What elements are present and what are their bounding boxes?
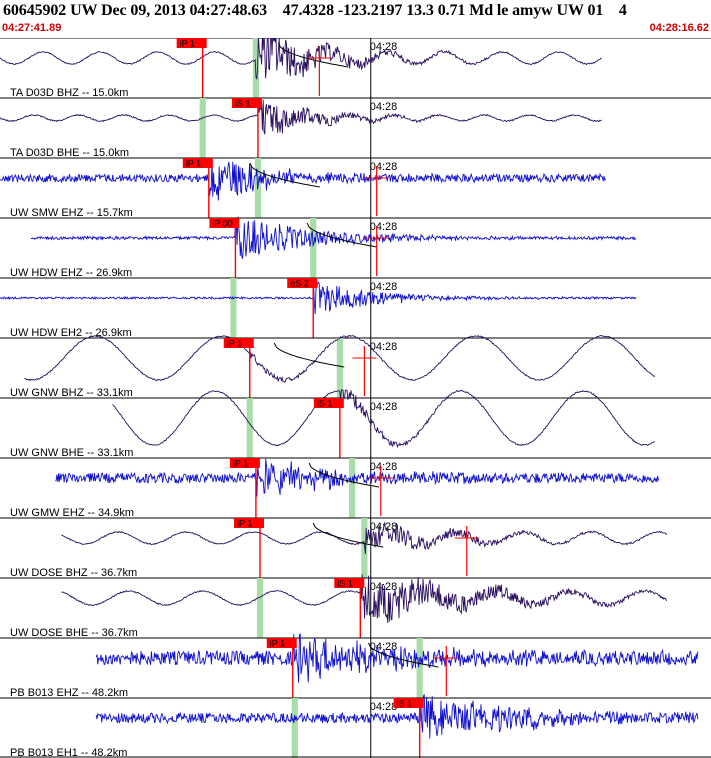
waveform bbox=[0, 99, 602, 135]
station-label: UW DOSE BHE -- 36.7km bbox=[10, 627, 138, 639]
phase-pick-label: iP 1 bbox=[270, 639, 285, 649]
station-label: UW SMW EHZ -- 15.7km bbox=[10, 207, 133, 219]
phase-pick-flag bbox=[223, 338, 254, 348]
end-time-label: 04:28:16.62 bbox=[649, 22, 709, 34]
event-title: 60645902 UW Dec 09, 2013 04:27:48.63 47.… bbox=[3, 2, 627, 19]
phase-pick-flag bbox=[287, 278, 318, 288]
waveform bbox=[61, 574, 668, 623]
coda-decay-curve bbox=[249, 162, 320, 188]
start-time-label: 04:27:41.89 bbox=[2, 22, 62, 34]
arrival-window bbox=[291, 698, 298, 758]
phase-pick-flag bbox=[266, 638, 297, 648]
phase-pick-label: iS 1 bbox=[397, 699, 413, 709]
coda-decay-curve bbox=[368, 642, 439, 668]
minute-tick-label: 04:28 bbox=[370, 101, 398, 113]
phase-pick-label: iP 1 bbox=[186, 159, 201, 169]
station-label: UW DOSE BHZ -- 36.7km bbox=[10, 567, 137, 579]
arrival-window bbox=[256, 578, 264, 638]
station-label: UW HDW EH2 -- 26.9km bbox=[10, 327, 132, 339]
waveform bbox=[112, 389, 656, 449]
phase-pick-flag bbox=[334, 578, 365, 588]
arrival-window bbox=[416, 638, 423, 698]
phase-pick-label: iP 1 bbox=[237, 519, 252, 529]
phase-pick-label: iP 1 bbox=[233, 459, 248, 469]
minute-tick-label: 04:28 bbox=[370, 581, 398, 593]
phase-pick-label: iS 1 bbox=[317, 399, 333, 409]
station-label: UW GMW EHZ -- 34.9km bbox=[10, 507, 134, 519]
coda-decay-curve bbox=[306, 222, 378, 248]
station-label: TA D03D BHZ -- 15.0km bbox=[10, 87, 128, 99]
coda-decay-curve bbox=[312, 522, 384, 548]
arrival-window bbox=[199, 98, 206, 158]
event-header: 60645902 UW Dec 09, 2013 04:27:48.63 47.… bbox=[0, 0, 711, 38]
arrival-window bbox=[310, 218, 317, 278]
phase-pick-flag bbox=[231, 98, 262, 108]
phase-pick-label: iP 1 bbox=[227, 339, 242, 349]
arrival-window bbox=[246, 398, 253, 458]
station-label: UW HDW EHZ -- 26.9km bbox=[10, 267, 132, 279]
phase-pick-label: iS 1 bbox=[235, 99, 251, 109]
waveform bbox=[24, 334, 656, 384]
minute-tick-label: 04:28 bbox=[370, 341, 398, 353]
waveform bbox=[0, 38, 602, 81]
waveform bbox=[0, 281, 637, 315]
station-label: UW GNW BHZ -- 33.1km bbox=[10, 387, 133, 399]
station-label: PB B013 EHZ -- 48.2km bbox=[10, 687, 128, 699]
waveform bbox=[95, 694, 699, 739]
phase-pick-label: eS 2 bbox=[290, 279, 309, 289]
waveform bbox=[0, 157, 606, 201]
minute-tick-label: 04:28 bbox=[370, 281, 398, 293]
waveform bbox=[55, 458, 659, 497]
phase-pick-label: iP 1 bbox=[180, 39, 195, 49]
phase-pick-flag bbox=[176, 38, 207, 48]
minute-tick-label: 04:28 bbox=[370, 701, 398, 713]
phase-pick-flag bbox=[182, 158, 213, 168]
minute-tick-label: 04:28 bbox=[370, 161, 398, 173]
arrival-window bbox=[349, 458, 356, 518]
waveform bbox=[30, 216, 637, 259]
phase-pick-flag bbox=[313, 398, 344, 408]
phase-pick-flag bbox=[229, 458, 260, 468]
phase-pick-flag bbox=[209, 218, 240, 228]
minute-tick-label: 04:28 bbox=[370, 401, 398, 413]
station-label: TA D03D BHE -- 15.0km bbox=[10, 147, 129, 159]
minute-tick-label: 04:28 bbox=[370, 461, 398, 473]
phase-pick-flag bbox=[393, 698, 424, 708]
minute-tick-label: 04:28 bbox=[370, 221, 398, 233]
coda-decay-curve bbox=[277, 42, 349, 68]
phase-pick-label: iP 00 bbox=[212, 219, 232, 229]
coda-decay-curve bbox=[273, 342, 345, 368]
arrival-window bbox=[336, 338, 343, 398]
station-label: PB B013 EH1 -- 48.2km bbox=[10, 747, 127, 758]
station-label: UW GNW BHE -- 33.1km bbox=[10, 447, 133, 459]
coda-decay-curve bbox=[308, 462, 380, 488]
arrival-window bbox=[230, 278, 237, 338]
phase-pick-label: iS 1 bbox=[337, 579, 353, 589]
waveform bbox=[95, 633, 699, 683]
phase-pick-flag bbox=[233, 518, 264, 528]
